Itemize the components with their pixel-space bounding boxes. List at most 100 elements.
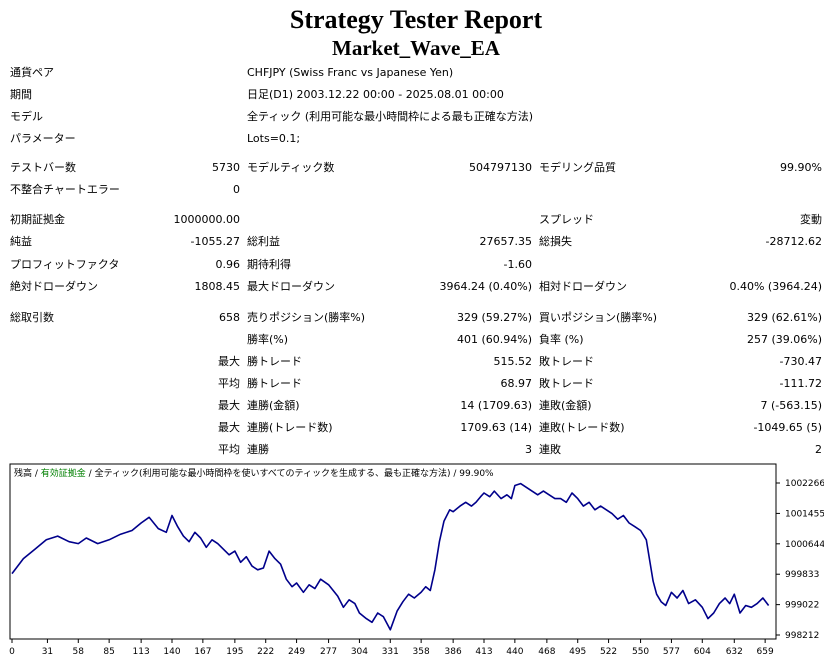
value-relative-drawdown: 0.40% (3964.24): [729, 280, 822, 293]
label-gross-profit: 総利益: [247, 235, 280, 248]
x-axis: 0 31 58 85 113 140 167 195 222 249 277 304 331 358 386…: [9, 639, 774, 657]
value-maximal-consecutive-profit: 1709.63 (14): [460, 421, 532, 434]
value-quality: 99.90%: [780, 161, 822, 174]
plot-frame: [9, 463, 777, 640]
value-bars: 5730: [212, 161, 240, 174]
value-average-consecutive-losses: 2: [815, 443, 822, 456]
balance-line: [11, 482, 770, 631]
x-tick-label: 413: [475, 647, 492, 657]
chart-legend: 残高 / 有効証拠金 / 全ティック(利用可能な最小時間枠を使いすべてのティック…: [14, 467, 494, 479]
value-long-positions: 329 (62.61%): [746, 311, 822, 324]
label-long-positions: 買いポジション(勝率%): [539, 311, 658, 324]
x-tick-label: 386: [445, 647, 462, 657]
label-loss-trades: 負率 (%): [539, 333, 584, 346]
value-absolute-drawdown: 1808.45: [194, 280, 241, 293]
label-average-consecutive: 平均: [218, 443, 240, 456]
x-tick-label: 522: [600, 647, 617, 657]
x-tick-label: 31: [42, 647, 53, 657]
x-tick-label: 249: [288, 647, 305, 657]
label-period: 期間: [10, 88, 32, 101]
x-tick-label: 222: [257, 647, 274, 657]
value-period: 日足(D1) 2003.12.22 00:00 - 2025.08.01 00:…: [247, 88, 504, 101]
x-tick-label: 304: [351, 647, 368, 657]
value-model: 全ティック (利用可能な最小時間枠による最も正確な方法): [247, 110, 534, 123]
label-maximal-consecutive-profit: 連勝(トレード数): [247, 421, 333, 434]
label-max-drawdown: 最大ドローダウン: [247, 280, 335, 293]
label-average-loss-trade: 敗トレード: [539, 377, 594, 390]
x-tick-label: 632: [726, 647, 743, 657]
label-average: 平均: [218, 377, 240, 390]
value-mismatch: 0: [233, 183, 240, 196]
x-tick-label: 113: [133, 647, 150, 657]
label-average-consecutive-losses: 連敗: [539, 443, 561, 456]
label-bars: テストバー数: [10, 161, 76, 174]
label-symbol: 通貨ペア: [10, 66, 54, 79]
x-tick-label: 331: [382, 647, 399, 657]
value-total-trades: 658: [219, 311, 240, 324]
value-average-loss-trade: -111.72: [779, 377, 822, 390]
label-parameters: パラメーター: [10, 132, 76, 145]
x-tick-label: 58: [73, 647, 85, 657]
label-net-profit: 純益: [10, 235, 32, 248]
value-deposit: 1000000.00: [173, 213, 240, 226]
label-relative-drawdown: 相対ドローダウン: [539, 280, 627, 293]
x-tick-label: 167: [194, 647, 211, 657]
x-tick-label: 495: [569, 647, 586, 657]
y-tick-label: 1002266: [785, 479, 824, 489]
value-loss-trades: 257 (39.06%): [746, 333, 822, 346]
value-short-positions: 329 (59.27%): [456, 311, 532, 324]
report-subtitle: Market_Wave_EA: [332, 36, 500, 60]
label-total-trades: 総取引数: [10, 311, 54, 324]
label-model: モデル: [10, 110, 43, 123]
value-net-profit: -1055.27: [190, 235, 240, 248]
y-axis: 1002266 1001455 1000644 999833 999022 998212: [776, 479, 824, 641]
legend-balance: 残高: [14, 467, 32, 479]
value-largest-profit-trade: 515.52: [493, 355, 533, 368]
label-gross-loss: 総損失: [539, 235, 572, 248]
label-profit-factor: プロフィットファクタ: [10, 258, 120, 271]
label-max-consecutive-wins: 連勝(金額): [247, 399, 300, 412]
value-average-profit-trade: 68.97: [500, 377, 533, 390]
report-title: Strategy Tester Report: [289, 5, 543, 34]
label-largest: 最大: [218, 355, 240, 368]
value-maximal-consecutive-loss: -1049.65 (5): [753, 421, 822, 434]
value-expected-payoff: -1.60: [503, 258, 532, 271]
y-tick-label: 998212: [785, 631, 819, 641]
value-average-consecutive-wins: 3: [525, 443, 532, 456]
x-tick-label: 659: [757, 647, 774, 657]
label-maximum: 最大: [218, 399, 240, 412]
label-spread: スプレッド: [539, 213, 594, 226]
value-profit-trades: 401 (60.94%): [456, 333, 532, 346]
value-symbol: CHFJPY (Swiss Franc vs Japanese Yen): [247, 66, 454, 79]
legend-model: 全ティック(利用可能な最小時間枠を使いすべてのティックを生成する、最も正確な方法…: [95, 467, 451, 479]
x-tick-label: 550: [632, 647, 649, 657]
value-max-drawdown: 3964.24 (0.40%): [439, 280, 532, 293]
label-max-consecutive-losses: 連敗(金額): [539, 399, 592, 412]
x-tick-label: 577: [663, 647, 680, 657]
label-average-consecutive-wins: 連勝: [247, 443, 269, 456]
x-tick-label: 85: [103, 647, 114, 657]
balance-chart: 残高 / 有効証拠金 / 全ティック(利用可能な最小時間枠を使いすべてのティック…: [9, 463, 824, 657]
value-profit-factor: 0.96: [215, 258, 241, 271]
label-largest-loss-trade: 敗トレード: [539, 355, 594, 368]
label-absolute-drawdown: 絶対ドローダウン: [10, 280, 98, 293]
y-tick-label: 999833: [785, 570, 819, 580]
label-profit-trades: 勝率(%): [247, 333, 289, 346]
x-tick-label: 604: [694, 647, 711, 657]
x-tick-label: 0: [9, 647, 15, 657]
y-tick-label: 1001455: [785, 509, 824, 519]
legend-separator: /: [86, 469, 95, 479]
label-short-positions: 売りポジション(勝率%): [247, 311, 366, 324]
value-gross-loss: -28712.62: [765, 235, 822, 248]
label-deposit: 初期証拠金: [10, 213, 65, 226]
value-ticks: 504797130: [469, 161, 532, 174]
y-tick-label: 999022: [785, 601, 819, 611]
legend-quality: 99.90%: [459, 469, 494, 479]
x-tick-label: 195: [226, 647, 243, 657]
legend-equity: 有効証拠金: [41, 467, 86, 479]
legend-separator: /: [32, 469, 41, 479]
legend-separator: /: [451, 469, 460, 479]
value-parameters: Lots=0.1;: [247, 132, 301, 145]
x-tick-label: 140: [163, 647, 180, 657]
label-ticks: モデルティック数: [247, 161, 335, 174]
